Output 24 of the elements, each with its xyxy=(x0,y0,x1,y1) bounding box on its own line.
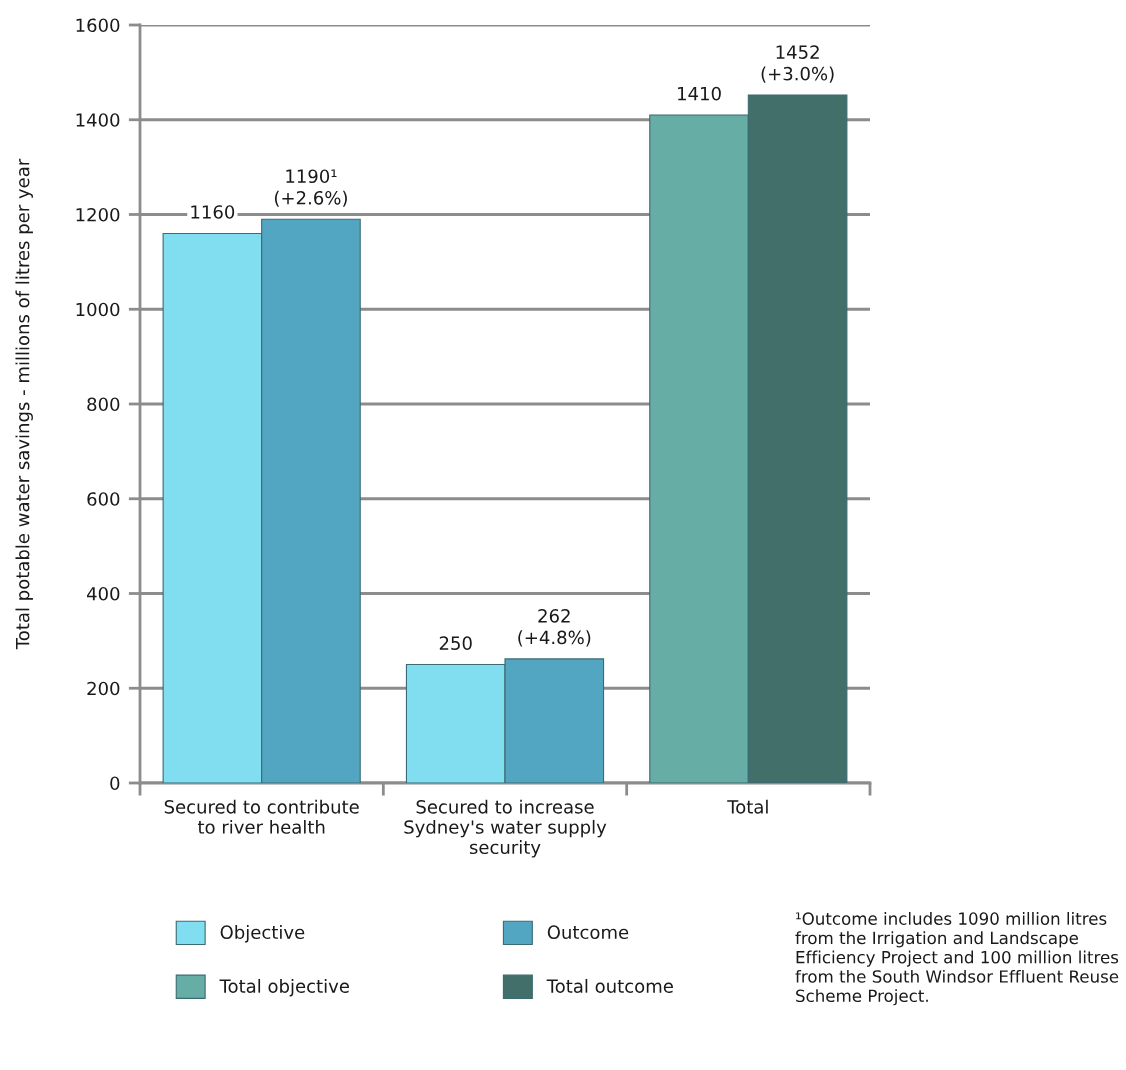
data-label: 262 (+4.8%) xyxy=(518,609,591,647)
data-label: 1452 (+3.0%) xyxy=(761,45,834,83)
y-tick-label: 0 xyxy=(110,776,120,791)
y-tick-label: 1400 xyxy=(76,113,120,127)
legend-label: Outcome xyxy=(547,925,629,940)
data-label: 1160 xyxy=(191,205,235,219)
x-tick-label: Secured to contribute to river health xyxy=(164,799,359,834)
data-label: 250 xyxy=(439,636,472,650)
x-tick-label: Secured to increase Sydney's water supply security xyxy=(404,799,607,858)
y-tick-label: 1600 xyxy=(76,18,120,33)
text: ¹Outcome includes 1090 million litres from the Irrigation and Landscape Efficiency Project and 100 million litres from the South Windsor Effluent Reuse Scheme Project. xyxy=(795,912,1119,1006)
y-axis-title: Total potable water savings - millions of litres per year xyxy=(15,158,33,650)
data-label: 1190¹ (+2.6%) xyxy=(274,169,347,207)
y-tick-label: 1000 xyxy=(76,302,120,317)
legend-label: Objective xyxy=(220,925,305,943)
legend-label: Total objective xyxy=(219,978,349,997)
x-tick-label: Total xyxy=(727,799,768,814)
data-label: 1410 xyxy=(678,86,721,101)
y-tick-label: 400 xyxy=(86,586,120,601)
y-tick-label: 600 xyxy=(87,492,120,506)
legend-label: Total outcome xyxy=(546,978,673,993)
y-tick-label: 200 xyxy=(87,681,120,696)
y-tick-label: 1200 xyxy=(76,207,120,222)
y-tick-label: 800 xyxy=(87,397,120,412)
